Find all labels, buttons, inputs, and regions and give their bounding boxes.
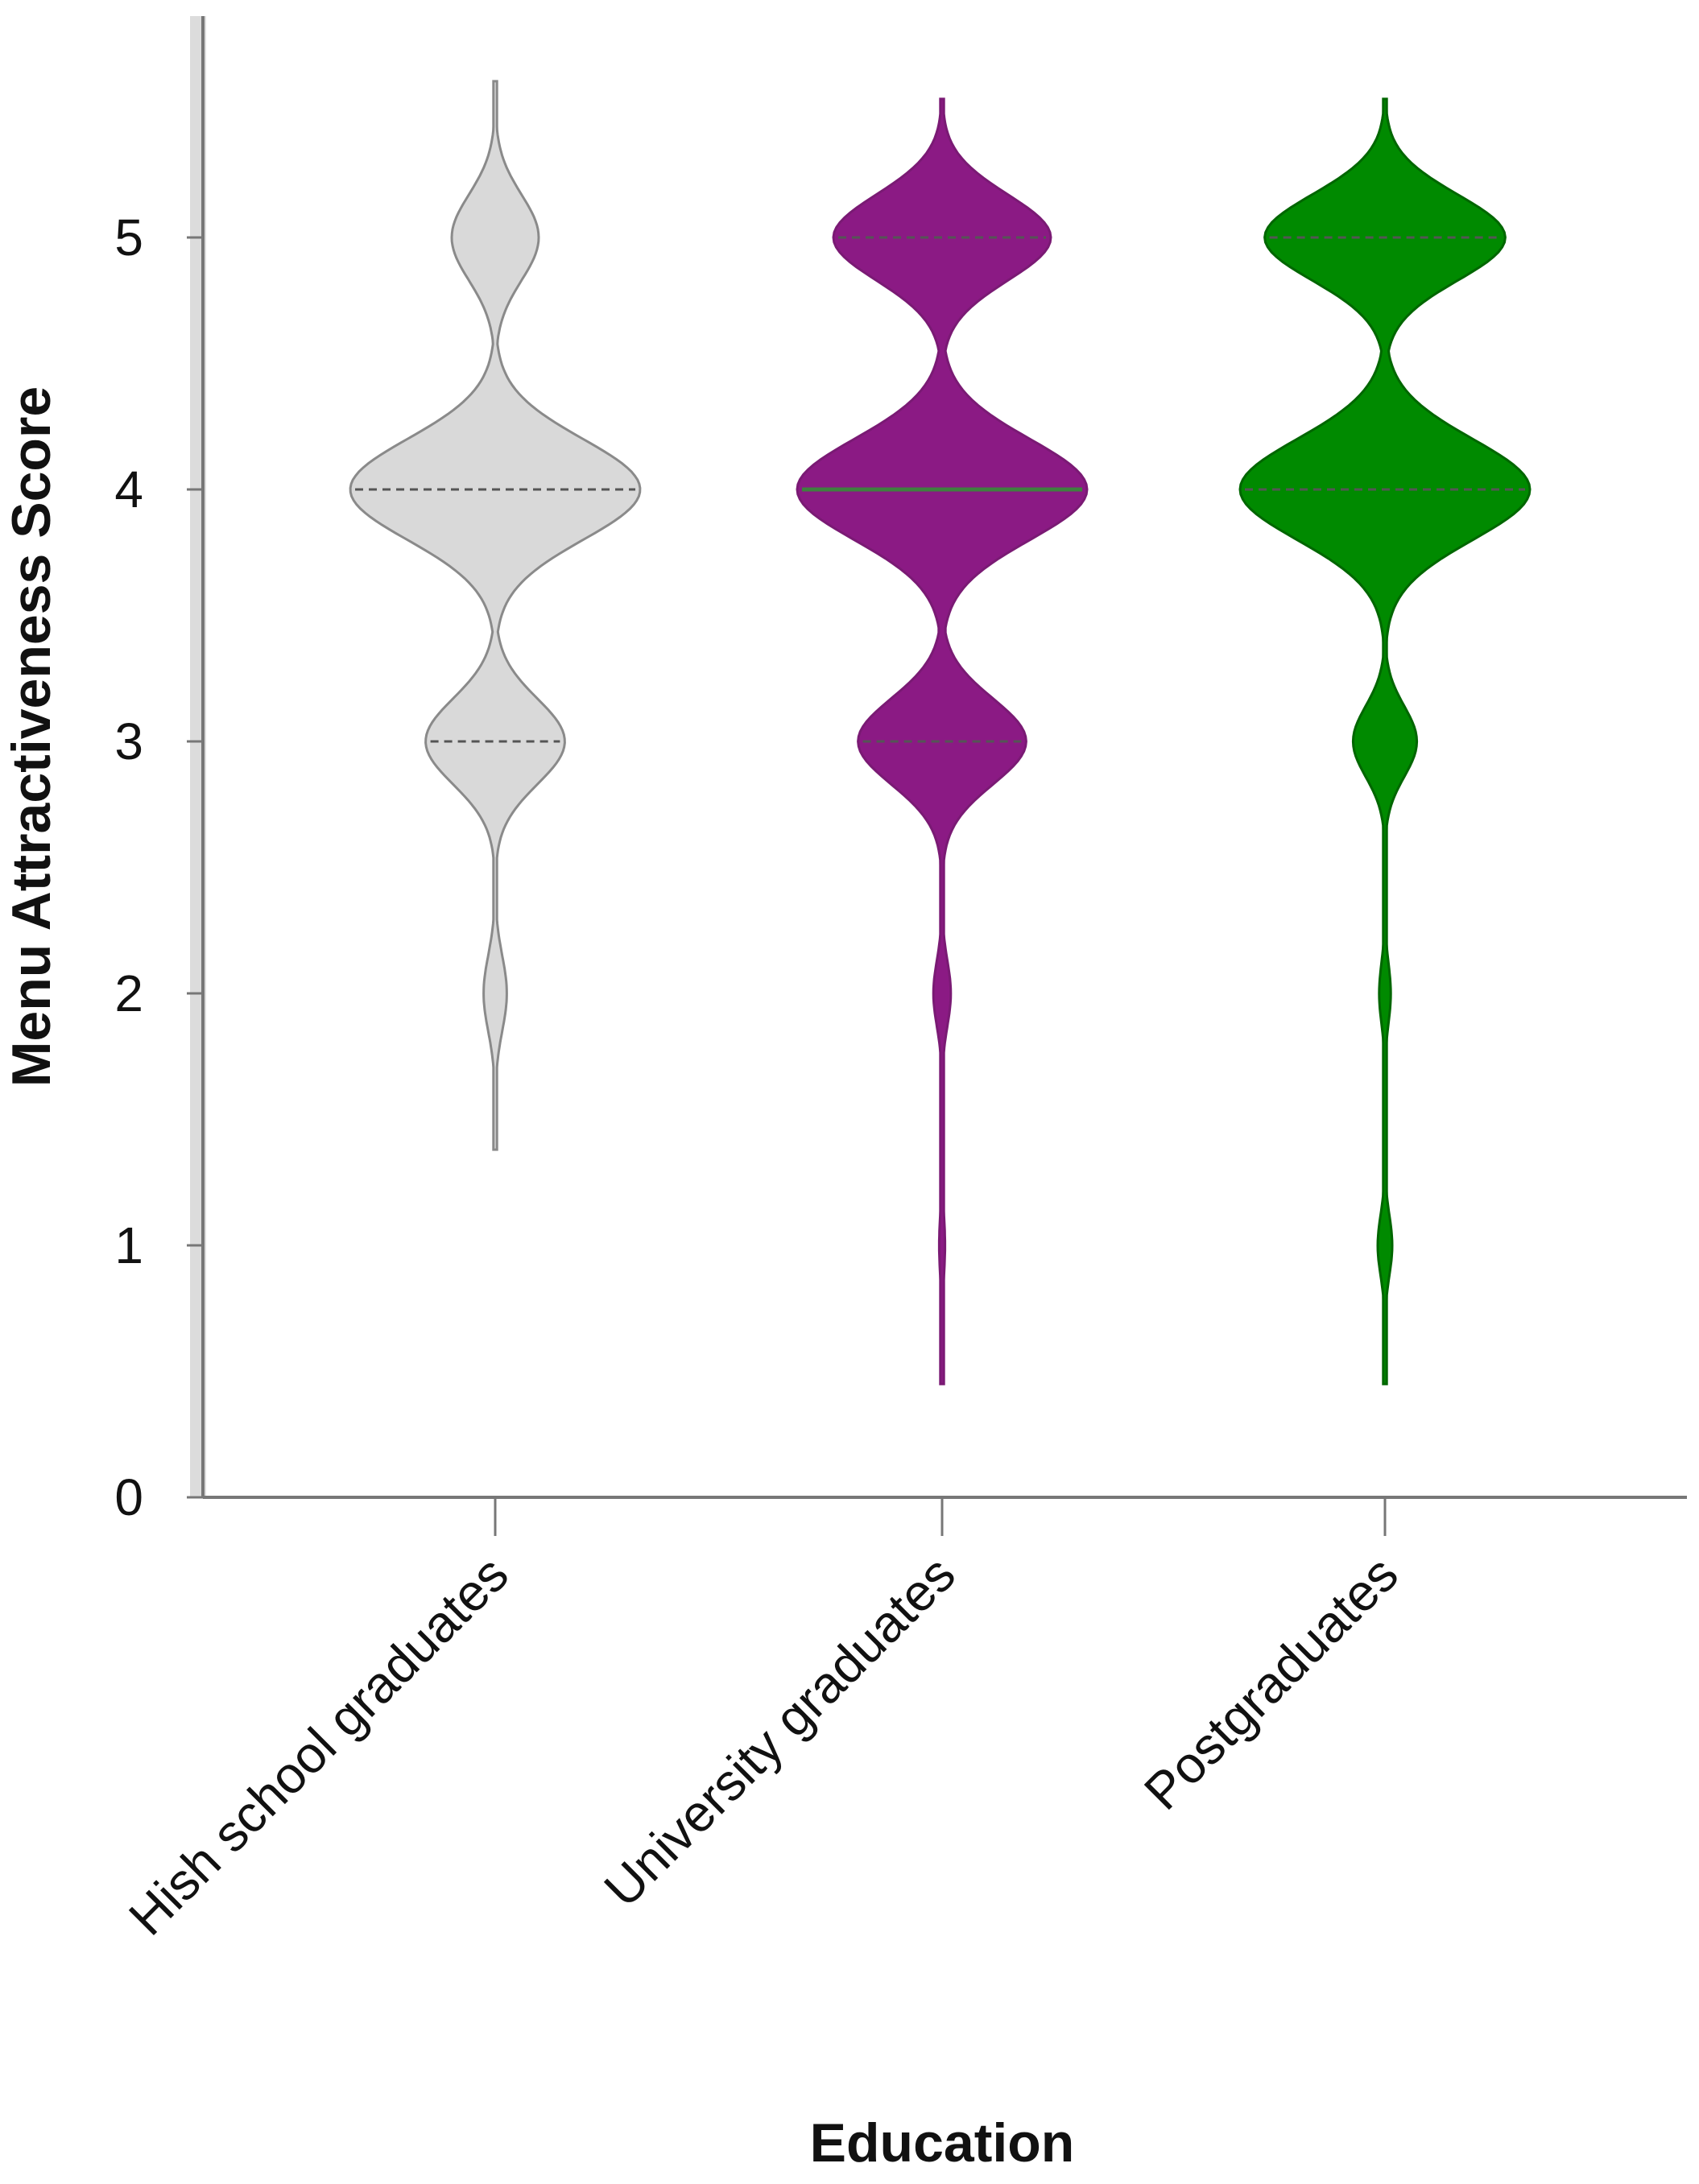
violin-body [1238,97,1532,1385]
x-category-label: Hish school graduates [118,1545,519,1947]
y-tick-label: 2 [114,964,143,1022]
y-tick-label: 1 [114,1216,143,1274]
violins [349,80,1532,1385]
x-category-label: Postgraduates [1133,1545,1409,1821]
y-axis-ticks: 0 1 2 3 4 5 [114,208,203,1526]
x-axis-ticks: Hish school graduates University graduate… [118,1497,1409,1947]
y-axis-title: Menu Attractiveness Score [1,386,62,1087]
y-tick-label: 4 [114,460,143,518]
violin-body [349,80,642,1151]
y-tick-label: 0 [114,1468,143,1526]
violin-body [796,97,1089,1385]
y-tick-label: 3 [114,712,143,770]
y-tick-label: 5 [114,208,143,266]
x-category-label: University graduates [593,1545,965,1918]
x-axis-title: Education [810,2112,1075,2174]
